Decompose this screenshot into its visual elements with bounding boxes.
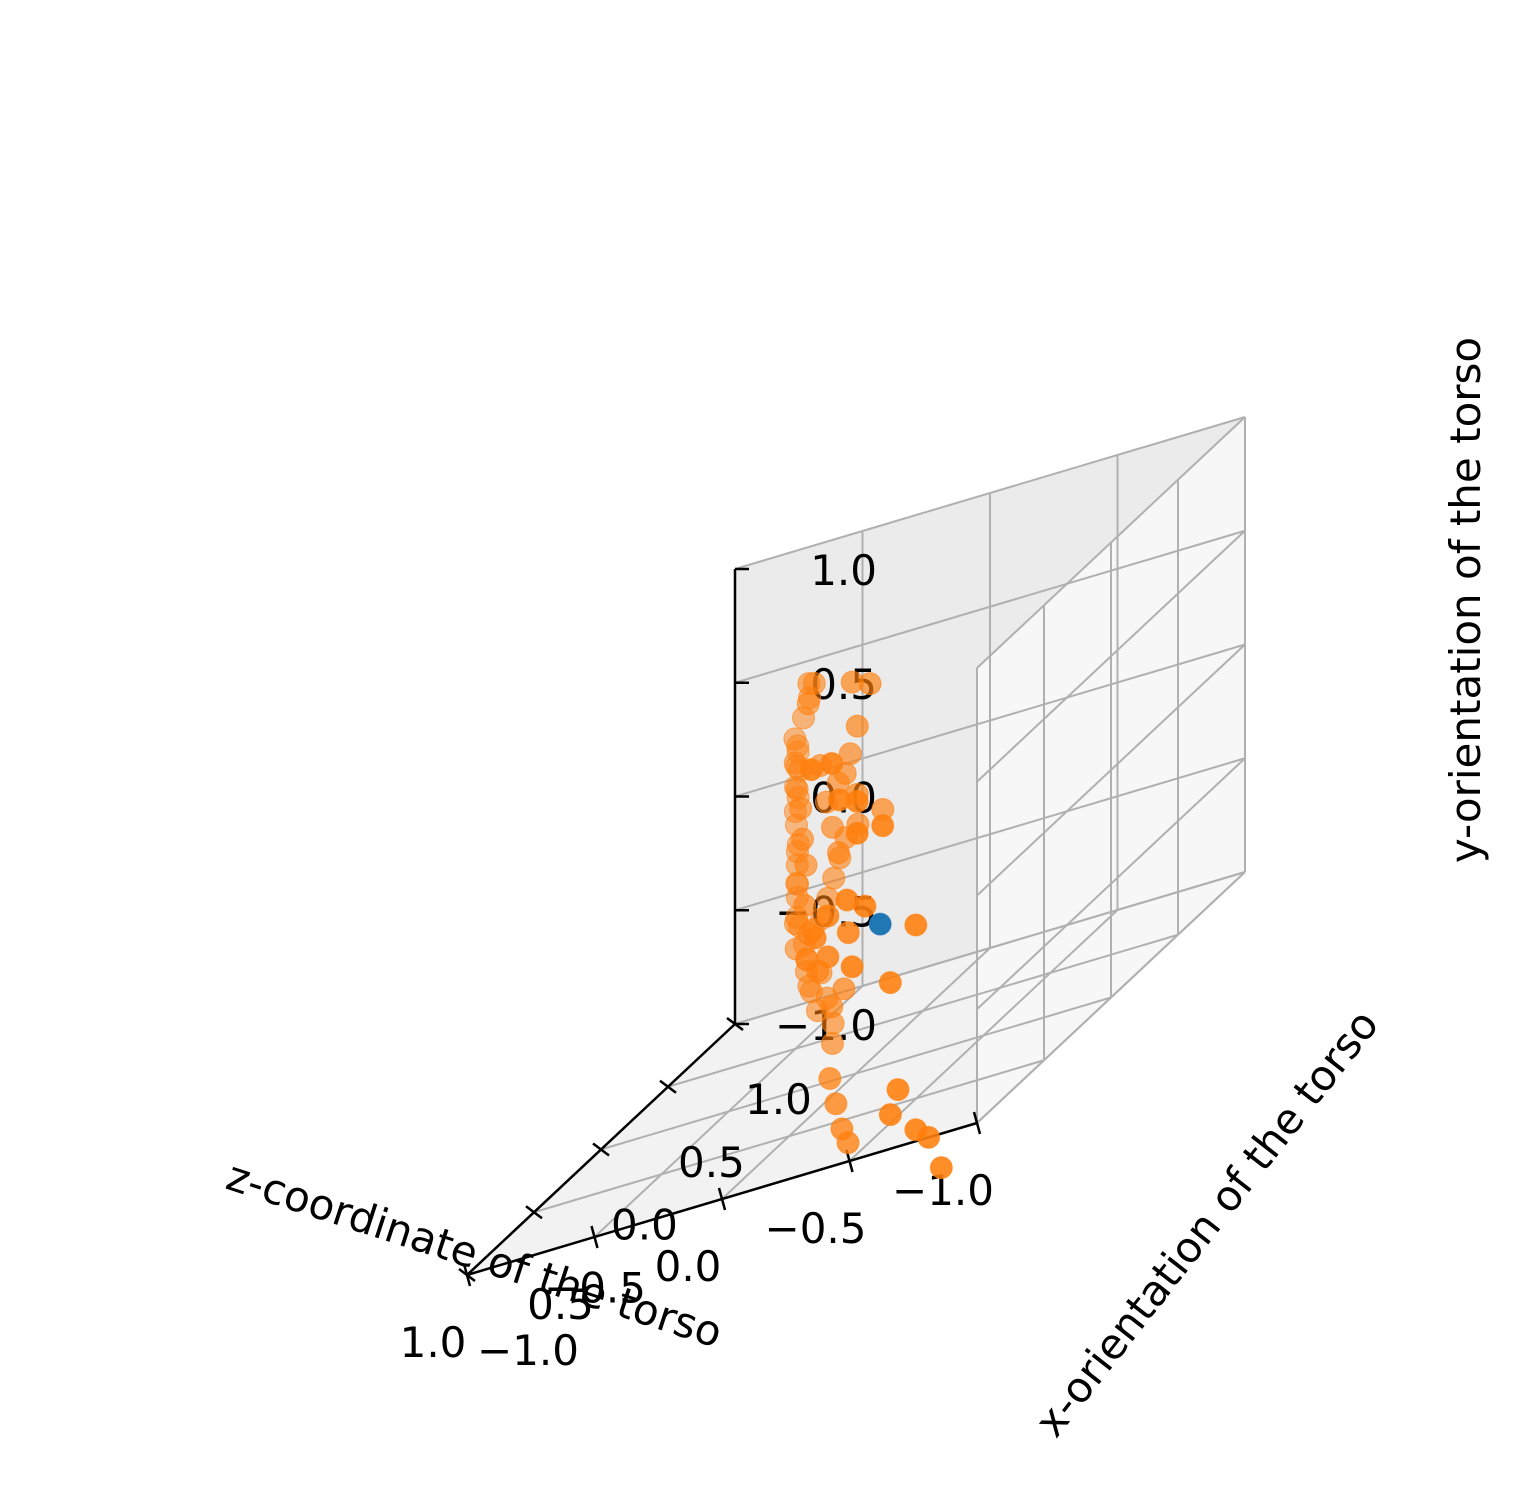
y-tick-label: 0.5 — [678, 1138, 745, 1187]
tick-marks — [458, 567, 982, 1287]
back-grid-z — [734, 529, 1246, 684]
data-point — [845, 782, 869, 806]
data-point — [820, 815, 844, 839]
data-point — [853, 894, 877, 918]
data-point — [783, 800, 807, 824]
y-tick — [592, 1142, 610, 1157]
data-point — [814, 790, 838, 814]
data-point — [836, 921, 860, 945]
x-tick — [462, 1263, 472, 1287]
data-point — [904, 913, 928, 937]
data-point — [785, 885, 809, 909]
y-tick-label: 1.0 — [745, 1075, 812, 1124]
data-point — [816, 886, 840, 910]
floor-grid-x — [593, 985, 864, 1238]
data-points — [783, 670, 953, 1180]
data-point — [836, 1131, 860, 1155]
z-tick-label: 1.0 — [810, 546, 877, 595]
back-grid-z — [734, 416, 1246, 570]
data-point — [785, 755, 809, 779]
y-tick-label: −0.5 — [544, 1263, 646, 1312]
x-tick-label: 0.0 — [655, 1242, 722, 1291]
data-point — [795, 947, 819, 971]
data-point — [787, 914, 811, 938]
data-point — [806, 999, 829, 1023]
data-point — [818, 1066, 842, 1090]
x-tick — [590, 1225, 599, 1249]
floor-grid-y — [600, 996, 1112, 1151]
floor-grid-y — [667, 933, 1179, 1088]
data-point — [794, 853, 818, 877]
data-point — [808, 754, 832, 778]
y-axis-label: x-orientation of the torso — [1025, 1000, 1388, 1445]
data-point — [904, 1118, 928, 1142]
side-grid-z — [976, 530, 1246, 783]
x-tick-label: −0.5 — [765, 1204, 867, 1253]
z-axis-label: y-orientation of the torso — [1441, 337, 1490, 863]
data-point — [796, 692, 820, 716]
data-point — [868, 912, 892, 936]
data-point — [786, 734, 810, 758]
data-point — [871, 798, 895, 822]
data-point — [797, 974, 821, 998]
x-tick — [717, 1187, 727, 1211]
data-point — [820, 1031, 844, 1055]
y-tick-label: 0.0 — [611, 1201, 678, 1250]
y-tick — [525, 1205, 543, 1220]
data-point — [802, 671, 826, 695]
x-tick — [972, 1111, 982, 1135]
data-point — [826, 771, 850, 795]
data-point — [840, 670, 864, 694]
y-tick-label: −1.0 — [477, 1326, 579, 1375]
data-point — [838, 742, 862, 766]
data-point — [840, 955, 864, 979]
side-grid-z — [976, 416, 1246, 669]
data-point — [929, 1156, 953, 1180]
data-point — [832, 977, 856, 1001]
side-grid-z — [976, 643, 1246, 897]
data-point — [878, 1103, 902, 1127]
data-point — [886, 1078, 910, 1102]
data-point — [791, 827, 814, 851]
x-tick-label: 1.0 — [400, 1318, 467, 1367]
y-tick — [659, 1079, 677, 1094]
data-point — [845, 714, 869, 738]
data-point — [878, 971, 902, 995]
y-tick — [726, 1017, 744, 1031]
data-point — [827, 841, 850, 865]
data-point — [784, 775, 808, 799]
data-point — [824, 1092, 848, 1116]
data-point — [822, 866, 846, 890]
x-tick-label: 0.5 — [527, 1280, 594, 1329]
